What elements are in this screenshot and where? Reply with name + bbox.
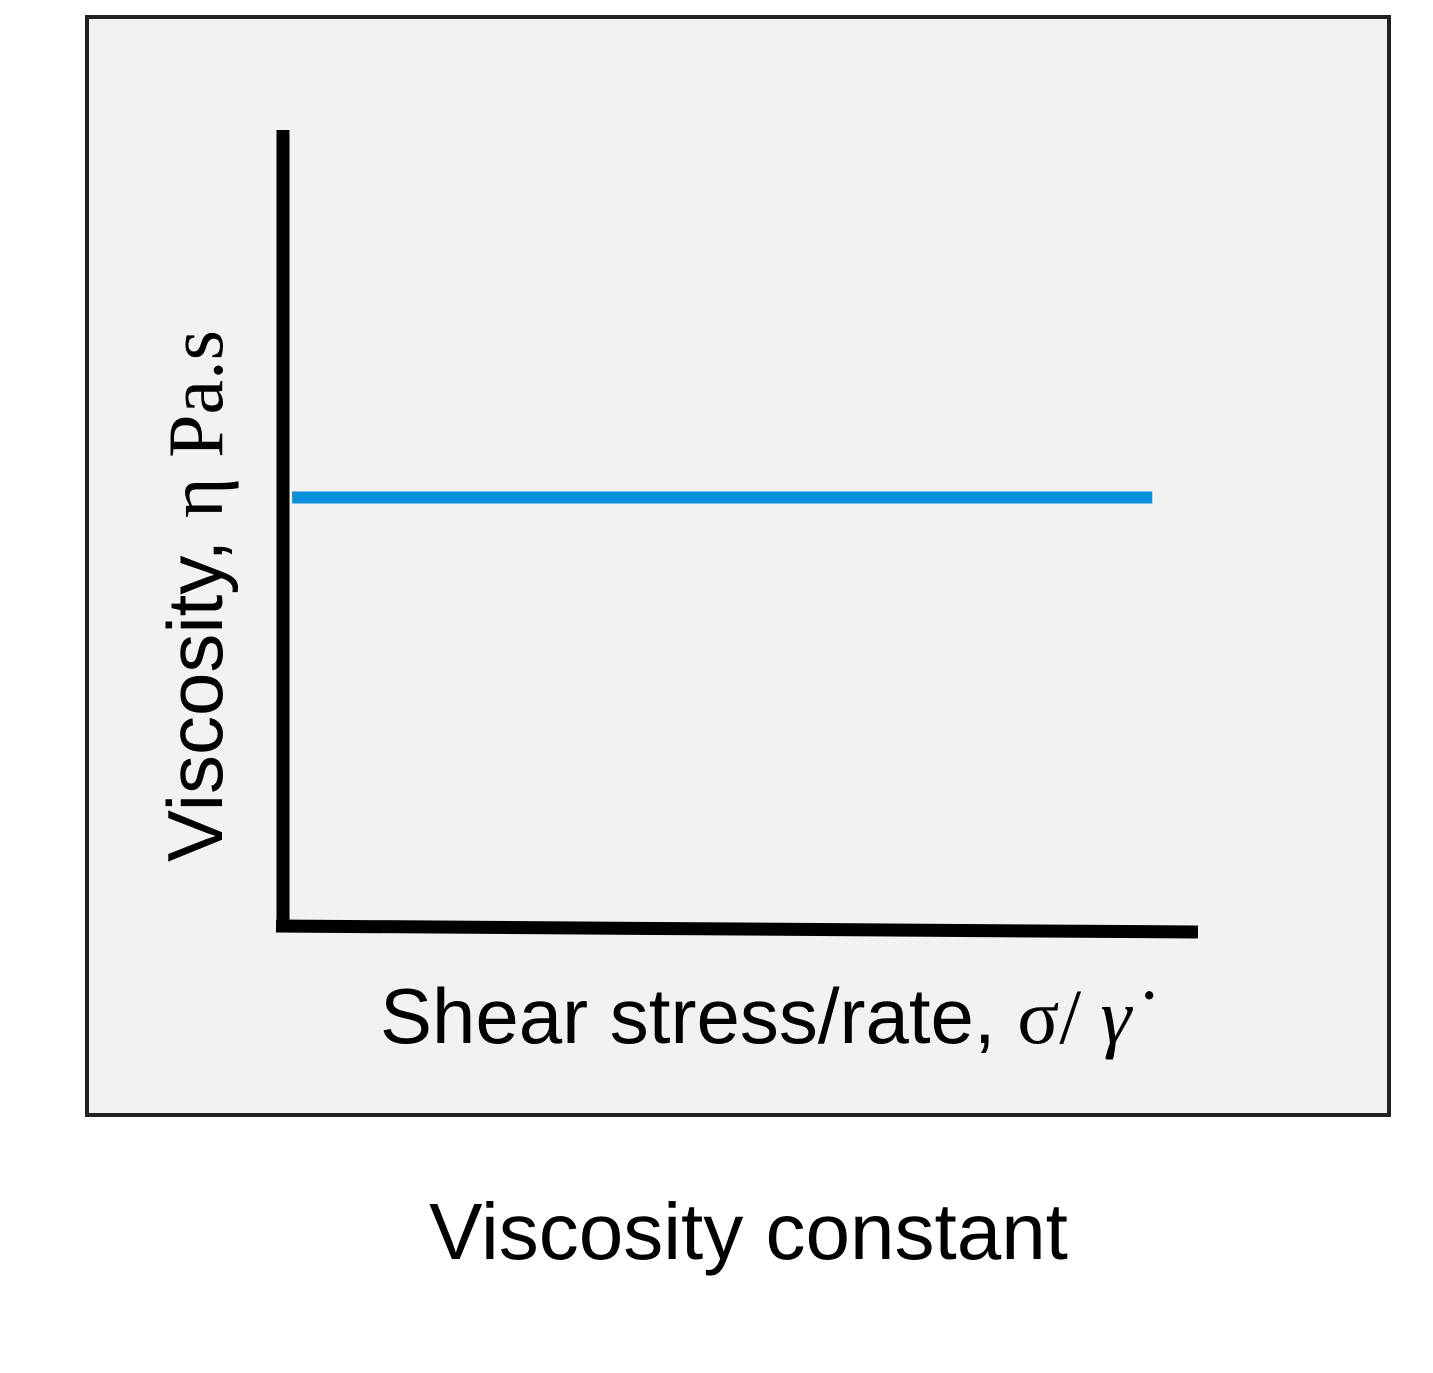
- y-axis-label: Viscosity, η Pa.s: [151, 330, 239, 862]
- x-axis-label: Shear stress/rate, σ/ γ̇: [380, 972, 1154, 1060]
- x-axis-label-text: Shear stress/rate,: [380, 972, 1017, 1060]
- figure-caption: Viscosity constant: [429, 1187, 1068, 1276]
- y-axis-label-symbol: η Pa.s: [152, 330, 239, 518]
- x-axis-line: [275, 919, 1199, 939]
- x-axis-label-symbol: σ/: [1017, 973, 1100, 1060]
- y-axis-label-text: Viscosity,: [151, 518, 239, 862]
